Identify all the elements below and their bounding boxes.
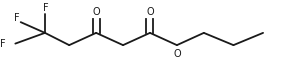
Text: F: F — [14, 13, 20, 23]
Text: O: O — [146, 7, 154, 17]
Text: O: O — [92, 7, 100, 17]
Text: F: F — [43, 3, 49, 13]
Text: O: O — [173, 49, 181, 59]
Text: F: F — [0, 39, 6, 49]
